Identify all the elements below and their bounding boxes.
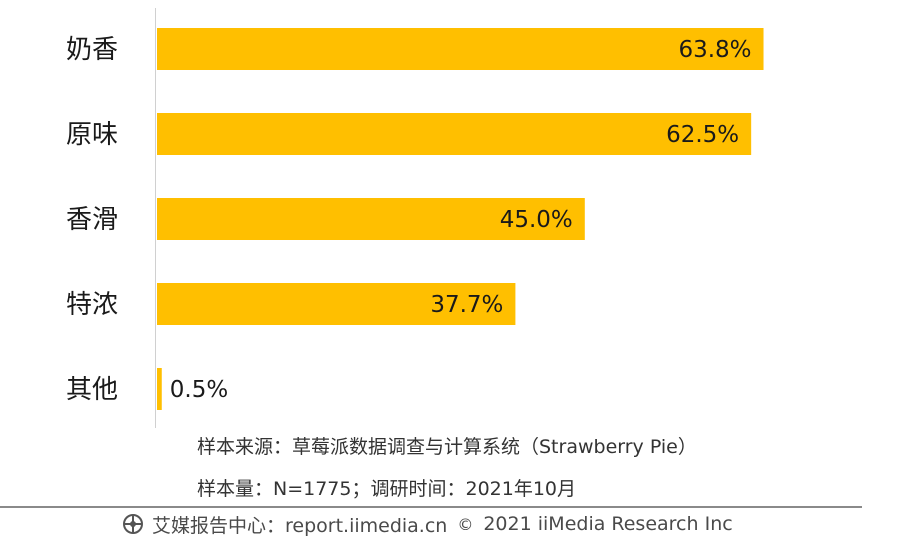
bar [157,113,752,155]
value-label: 63.8% [678,37,751,63]
category-label: 其他 [66,375,118,405]
value-label: 37.7% [430,292,503,318]
bar [157,368,162,410]
footer-divider [0,506,862,508]
bar [157,198,585,240]
bar [157,28,764,70]
bar-chart: 奶香 63.8% 原味 62.5% 香滑 45.0% 特浓 37.7% 其他 0.5% [66,8,764,428]
copyright-symbol: © [457,514,474,534]
sample-note: 样本量：N=1775；调研时间：2021年10月 [197,478,577,500]
category-label: 原味 [66,120,118,150]
bar [157,283,516,325]
value-label: 62.5% [666,122,739,148]
footer: 艾媒报告中心：report.iimedia.cn © 2021 iiMedia … [122,511,733,537]
value-label: 45.0% [500,207,573,233]
footer-copyright: 2021 iiMedia Research Inc [483,513,733,535]
category-label: 香滑 [66,205,118,235]
category-label: 特浓 [66,290,118,320]
footer-brand: 艾媒报告中心：report.iimedia.cn [152,514,448,537]
iimedia-logo-icon [123,514,143,534]
category-label: 奶香 [66,35,118,65]
source-note: 样本来源：草莓派数据调查与计算系统（Strawberry Pie） [197,436,697,458]
value-label: 0.5% [170,377,228,403]
